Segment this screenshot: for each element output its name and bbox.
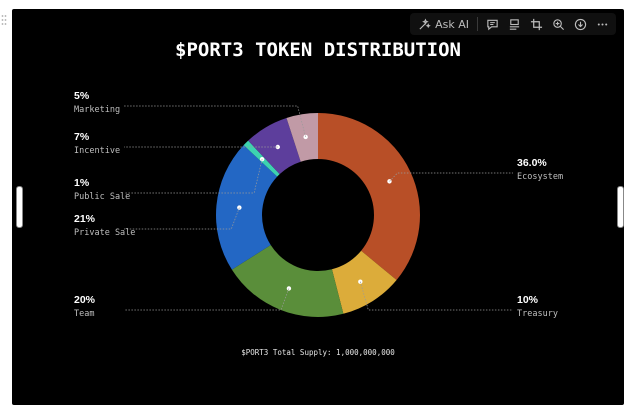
percent-label-public-sale: 1% bbox=[74, 177, 90, 189]
ask-ai-button[interactable]: Ask AI bbox=[414, 14, 473, 34]
percent-label-team: 20% bbox=[74, 294, 96, 306]
slice-incentive bbox=[248, 117, 301, 175]
percent-label-incentive: 7% bbox=[74, 131, 90, 143]
percent-label-marketing: 5% bbox=[74, 90, 90, 102]
layout-button[interactable] bbox=[504, 14, 524, 34]
slice-marketing bbox=[286, 113, 318, 162]
percent-label-treasury: 10% bbox=[517, 294, 539, 306]
more-button[interactable] bbox=[592, 14, 612, 34]
chart-title: $PORT3 TOKEN DISTRIBUTION bbox=[175, 39, 461, 61]
name-label-incentive: Incentive bbox=[74, 146, 120, 156]
comment-icon bbox=[486, 19, 498, 30]
ask-ai-icon bbox=[419, 17, 431, 30]
slice-treasury bbox=[331, 250, 397, 314]
resize-handle-right[interactable] bbox=[617, 186, 624, 228]
comment-button[interactable] bbox=[482, 14, 502, 34]
crop-icon bbox=[530, 18, 542, 30]
zoom-in-button[interactable] bbox=[548, 14, 568, 34]
leader-line-ecosystem bbox=[389, 172, 513, 182]
image-toolbar: Ask AI bbox=[410, 13, 616, 35]
name-label-marketing: Marketing bbox=[74, 105, 120, 115]
slice-ecosystem bbox=[318, 113, 421, 281]
crop-button[interactable] bbox=[526, 14, 546, 34]
resize-handle-left[interactable] bbox=[16, 186, 23, 228]
download-button[interactable] bbox=[570, 14, 590, 34]
slice-team bbox=[231, 245, 344, 318]
slice-private-sale bbox=[215, 145, 278, 270]
layout-icon bbox=[509, 18, 519, 30]
drag-handle-icon[interactable] bbox=[1, 14, 7, 28]
zoom-in-icon bbox=[552, 18, 564, 30]
leader-line-treasury bbox=[359, 281, 513, 311]
percent-label-private-sale: 21% bbox=[74, 213, 96, 225]
name-label-private-sale: Private Sale bbox=[74, 228, 135, 238]
name-label-team: Team bbox=[74, 309, 94, 319]
download-icon bbox=[574, 18, 586, 30]
ask-ai-label: Ask AI bbox=[435, 17, 469, 31]
more-icon bbox=[597, 22, 607, 26]
name-label-treasury: Treasury bbox=[517, 309, 558, 319]
toolbar-divider bbox=[477, 17, 478, 31]
name-label-ecosystem: Ecosystem bbox=[517, 172, 563, 182]
leader-line-marketing bbox=[124, 105, 306, 138]
total-supply-note: $PORT3 Total Supply: 1,000,000,000 bbox=[241, 348, 395, 357]
chart-frame: Ask AI bbox=[12, 9, 624, 405]
percent-label-ecosystem: 36.0% bbox=[517, 157, 547, 169]
name-label-public-sale: Public Sale bbox=[74, 192, 130, 202]
leader-line-private-sale bbox=[124, 207, 240, 230]
